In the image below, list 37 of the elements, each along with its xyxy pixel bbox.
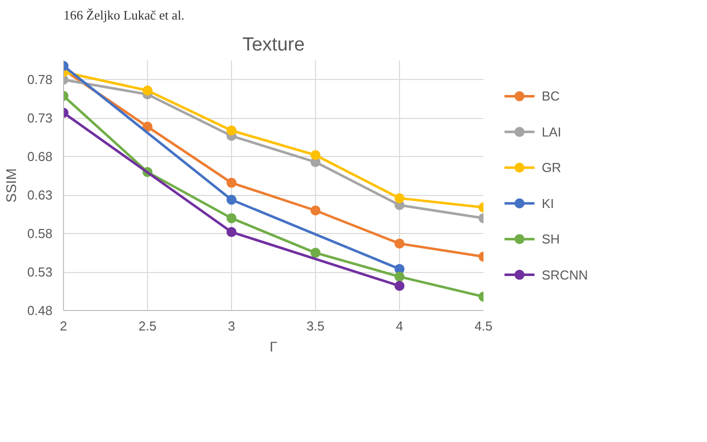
point <box>142 86 152 96</box>
point <box>394 238 404 249</box>
x-tick-label: 4.5 <box>474 318 493 334</box>
y-tick-label: 0.68 <box>27 149 53 164</box>
point <box>310 150 320 160</box>
point <box>394 193 404 204</box>
chart-title: Texture <box>242 34 305 56</box>
y-tick-label: 0.73 <box>27 110 53 126</box>
point <box>310 248 320 258</box>
x-tick-label: 3.5 <box>306 318 325 334</box>
point <box>226 194 236 205</box>
point <box>142 122 152 132</box>
legend-label: GR <box>542 160 562 176</box>
y-tick-label: 0.58 <box>27 226 53 242</box>
y-axis-title: SSIM <box>3 168 20 203</box>
point <box>226 178 236 188</box>
legend-label: LAI <box>542 124 562 140</box>
legend-label: SRCNN <box>542 267 588 282</box>
y-tick-label: 0.53 <box>27 264 53 280</box>
point <box>394 272 404 282</box>
y-tick-label: 0.78 <box>27 72 53 88</box>
x-tick-label: 4 <box>396 318 404 334</box>
legend-label: KI <box>542 196 554 211</box>
x-tick-label: 2.5 <box>138 318 157 334</box>
point <box>226 126 236 136</box>
point <box>226 213 236 224</box>
point <box>310 206 320 216</box>
point <box>394 280 404 291</box>
legend-label: BC <box>542 88 560 104</box>
y-tick-label: 0.48 <box>27 303 53 318</box>
x-axis-title: Γ <box>270 338 278 354</box>
x-tick-label: 3 <box>228 318 236 334</box>
text: 166 Željko Lukač et al. <box>64 8 184 22</box>
y-tick-label: 0.63 <box>27 188 53 203</box>
x-tick-label: 2 <box>60 318 68 334</box>
point <box>226 227 236 238</box>
legend-label: SH <box>542 232 560 247</box>
